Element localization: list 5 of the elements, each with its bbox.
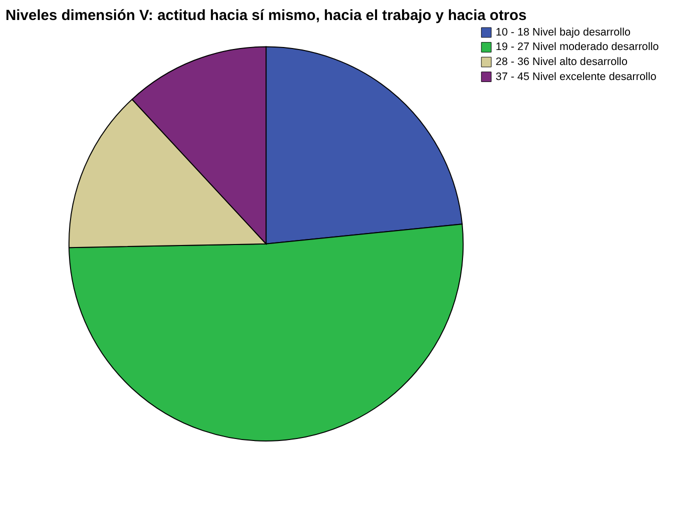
chart-title: Niveles dimensión V: actitud hacia sí mismo, hacia el trabajo y hacia otros [6,8,527,24]
legend-label: 28 - 36 Nivel alto desarrollo [496,56,628,68]
legend-label: 37 - 45 Nivel excelente desarrollo [496,70,656,83]
legend-label: 19 - 27 Nivel moderado desarrollo [496,41,659,54]
legend-label: 10 - 18 Nivel bajo desarrollo [496,26,630,38]
